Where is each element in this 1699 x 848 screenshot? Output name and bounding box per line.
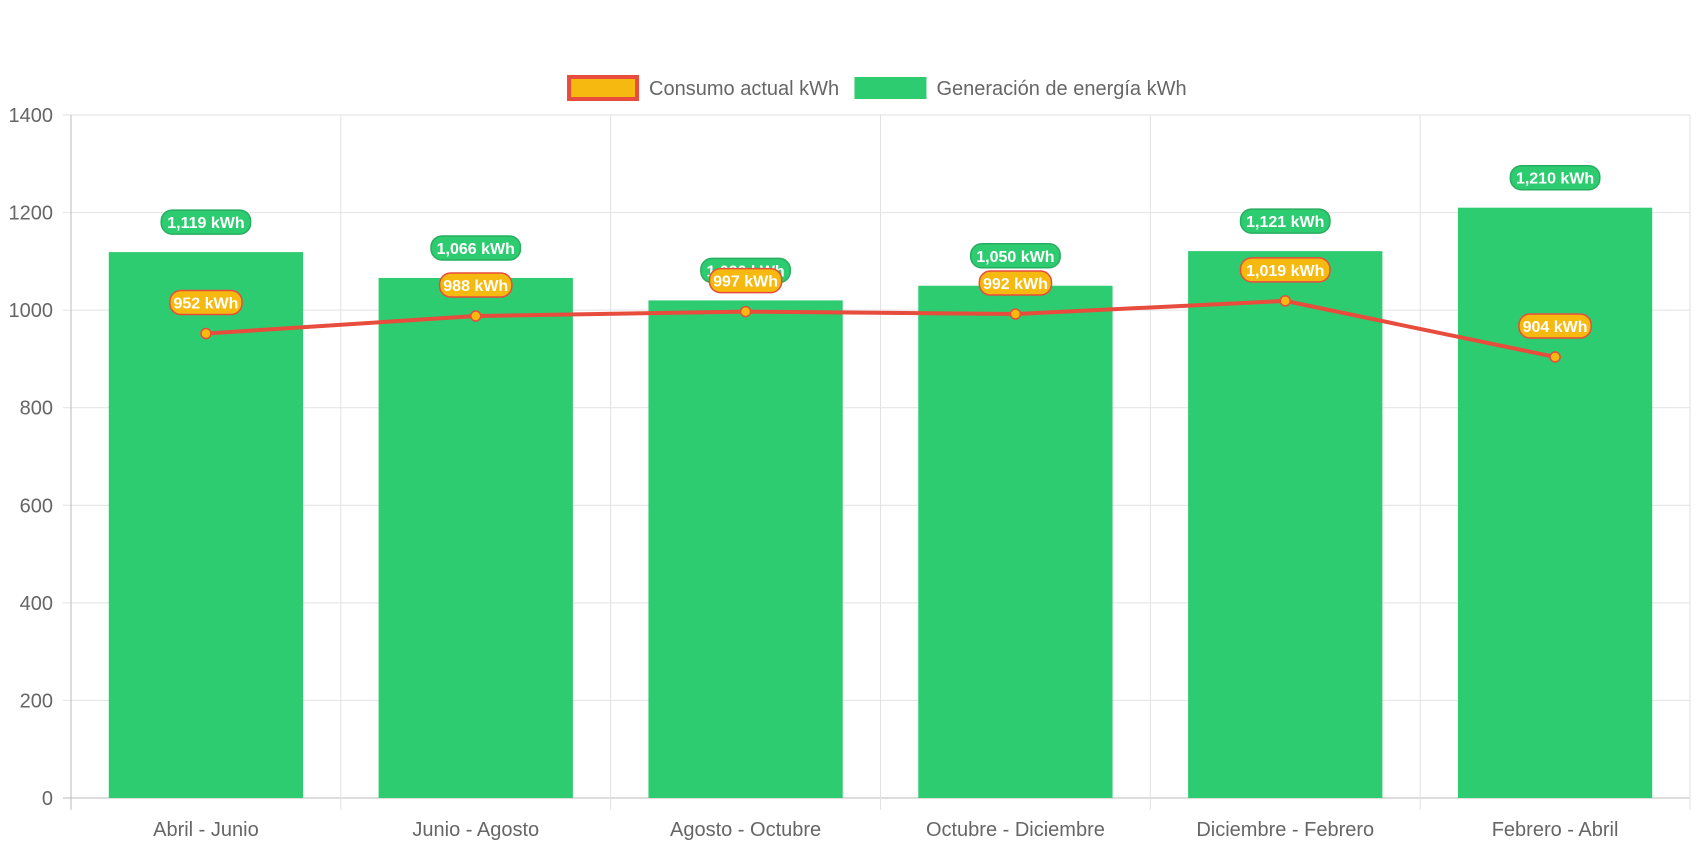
svg-text:1,019 kWh: 1,019 kWh: [1246, 263, 1324, 280]
legend: Consumo actual kWh Generación de energía …: [567, 75, 1187, 101]
legend-item-generacion[interactable]: Generación de energía kWh: [854, 77, 1187, 100]
x-tick-label: Octubre - Diciembre: [926, 819, 1105, 841]
grid: [63, 114, 1691, 810]
bar: [1457, 207, 1653, 798]
line-value-label: 997 kWh: [708, 267, 783, 294]
x-tick-label: Abril - Junio: [153, 819, 259, 841]
svg-text:1,121 kWh: 1,121 kWh: [1246, 214, 1324, 231]
x-tick-label: Agosto - Octubre: [670, 819, 821, 841]
bar: [918, 285, 1113, 798]
legend-swatch: [854, 77, 927, 99]
legend-swatch: [567, 75, 640, 101]
line-value-label: 952 kWh: [169, 289, 243, 316]
y-tick-label: 1400: [9, 105, 54, 127]
svg-text:1,119 kWh: 1,119 kWh: [167, 215, 244, 232]
legend-label: Consumo actual kWh: [649, 78, 839, 100]
y-tick-label: 600: [20, 495, 53, 517]
legend-item-consumo[interactable]: Consumo actual kWh: [567, 75, 839, 101]
bar: [378, 277, 573, 798]
svg-text:1,050 kWh: 1,050 kWh: [976, 249, 1054, 266]
line-point: [1279, 295, 1291, 307]
y-axis: 0 200 400 600 800 1000 1200 1400: [9, 105, 54, 810]
line-value-label: 988 kWh: [438, 272, 513, 298]
line-value-label: 1,019 kWh: [1239, 257, 1331, 283]
bar-value-label: 1,210 kWh: [1509, 164, 1601, 191]
svg-text:992 kWh: 992 kWh: [983, 276, 1048, 293]
line-value-label: 992 kWh: [978, 270, 1053, 296]
line-value-label: 904 kWh: [1518, 313, 1592, 339]
x-axis: Abril - Junio Junio - Agosto Agosto - Octu…: [153, 819, 1618, 841]
y-tick-label: 800: [20, 398, 53, 420]
bar: [108, 252, 304, 798]
bar-value-label: 1,066 kWh: [430, 235, 522, 261]
line-point: [200, 327, 212, 340]
x-tick-label: Diciembre - Febrero: [1196, 819, 1374, 841]
y-tick-label: 1000: [9, 300, 54, 322]
line-point: [470, 310, 482, 322]
line-point: [1009, 308, 1022, 320]
bar: [1188, 251, 1383, 799]
line-point: [739, 305, 752, 318]
svg-text:997 kWh: 997 kWh: [713, 274, 778, 291]
svg-text:988 kWh: 988 kWh: [443, 278, 508, 295]
bar: [648, 300, 843, 798]
bar-value-label: 1,119 kWh: [160, 209, 252, 235]
bars: [108, 207, 1653, 799]
bar-value-label: 1,121 kWh: [1239, 208, 1331, 234]
y-tick-label: 1200: [9, 203, 54, 225]
line-point: [1549, 351, 1561, 363]
bar-value-label: 1,050 kWh: [969, 243, 1061, 269]
y-tick-label: 200: [20, 690, 53, 712]
y-tick-label: 0: [42, 788, 53, 810]
line-path: [205, 298, 1556, 359]
svg-text:1,066 kWh: 1,066 kWh: [437, 241, 515, 258]
x-tick-label: Junio - Agosto: [412, 819, 539, 841]
legend-label: Generación de energía kWh: [936, 78, 1186, 100]
svg-text:952 kWh: 952 kWh: [173, 296, 238, 313]
svg-text:904 kWh: 904 kWh: [1523, 319, 1588, 336]
svg-text:1,210 kWh: 1,210 kWh: [1516, 171, 1594, 188]
y-tick-label: 400: [20, 593, 53, 615]
x-tick-label: Febrero - Abril: [1492, 819, 1619, 841]
line-series: [200, 295, 1561, 363]
